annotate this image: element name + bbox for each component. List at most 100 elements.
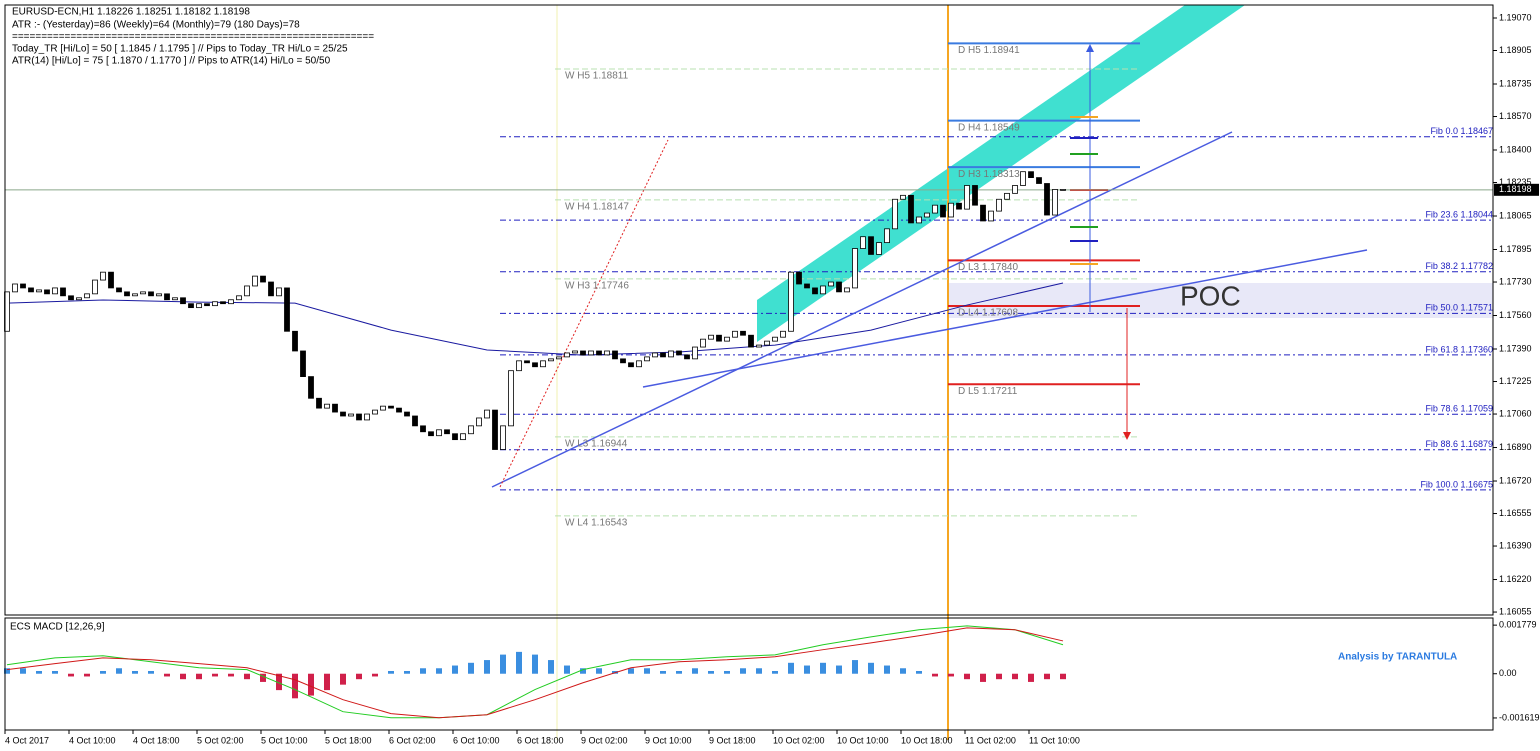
candle xyxy=(460,433,466,441)
weekly-label: W L3 1.16944 xyxy=(565,439,628,450)
y-tick-label: 1.18905 xyxy=(1499,45,1532,55)
candle xyxy=(1052,189,1058,216)
candle xyxy=(908,194,914,224)
candle xyxy=(276,287,282,297)
histogram-bar xyxy=(532,654,538,674)
weekly-label: W H5 1.18811 xyxy=(565,71,629,82)
histogram-bar xyxy=(292,673,298,699)
candle xyxy=(852,248,858,289)
candle xyxy=(636,360,642,368)
candle xyxy=(492,409,498,450)
last-price-label: 1.18198 xyxy=(1499,184,1532,194)
x-tick-label: 11 Oct 02:00 xyxy=(965,735,1016,745)
histogram-bar xyxy=(852,660,858,674)
candle xyxy=(212,301,218,307)
y-tick-label: 1.18735 xyxy=(1499,78,1532,88)
candle xyxy=(580,350,586,356)
candle xyxy=(52,287,58,295)
histogram-bar xyxy=(1028,673,1034,682)
candle xyxy=(348,413,354,417)
histogram-bar xyxy=(52,670,58,674)
candle xyxy=(924,212,930,218)
candle xyxy=(804,283,810,289)
histogram-bar xyxy=(260,673,266,682)
x-tick-label: 6 Oct 02:00 xyxy=(389,735,436,745)
candle xyxy=(188,303,194,309)
candle xyxy=(956,202,962,210)
candle xyxy=(668,350,674,358)
candle xyxy=(900,194,906,200)
x-tick-label: 10 Oct 18:00 xyxy=(901,735,953,745)
candle xyxy=(652,352,658,358)
candle xyxy=(180,297,186,305)
weekly-label: W H4 1.18147 xyxy=(565,202,629,213)
candle xyxy=(92,279,98,295)
candle xyxy=(500,425,506,450)
candle xyxy=(356,413,362,421)
histogram-bar xyxy=(100,670,106,674)
histogram-bar xyxy=(804,665,810,674)
candle xyxy=(660,352,666,358)
histogram-bar xyxy=(244,673,250,680)
candle xyxy=(868,236,874,255)
candle xyxy=(132,293,138,297)
y-tick-label: 0.001779 xyxy=(1499,620,1537,630)
candle xyxy=(524,360,530,364)
candle xyxy=(396,407,402,413)
candle xyxy=(940,204,946,218)
candle xyxy=(1028,171,1034,178)
candle xyxy=(892,198,898,230)
fib-label: Fib 0.0 1.18467 xyxy=(1430,126,1493,136)
candle xyxy=(340,411,346,417)
candle xyxy=(964,185,970,210)
x-tick-label: 11 Oct 10:00 xyxy=(1029,735,1080,745)
fib-label: Fib 100.0 1.16675 xyxy=(1420,479,1493,489)
histogram-bar xyxy=(148,670,154,674)
histogram-bar xyxy=(4,668,10,674)
x-tick-label: 4 Oct 2017 xyxy=(5,735,49,745)
y-tick-label: 1.18570 xyxy=(1499,111,1532,121)
candle xyxy=(932,204,938,214)
candle xyxy=(420,425,426,433)
candle xyxy=(284,287,290,332)
candle xyxy=(788,271,794,332)
candle xyxy=(876,242,882,255)
histogram-bar xyxy=(1012,673,1018,680)
candle xyxy=(444,429,450,435)
credit: Analysis by TARANTULA xyxy=(1338,652,1457,663)
candle xyxy=(156,293,162,297)
candle xyxy=(884,228,890,244)
candle xyxy=(860,236,866,249)
y-tick-label: 1.17390 xyxy=(1499,343,1532,353)
histogram-bar xyxy=(36,670,42,674)
histogram-bar xyxy=(1060,673,1066,680)
histogram-bar xyxy=(964,673,970,680)
candle xyxy=(36,289,42,293)
x-tick-label: 5 Oct 18:00 xyxy=(325,735,372,745)
candle xyxy=(828,281,834,287)
candle xyxy=(700,338,706,348)
y-tick-label: 1.17225 xyxy=(1499,376,1532,386)
histogram-bar xyxy=(372,673,378,677)
histogram-bar xyxy=(580,668,586,674)
candle xyxy=(980,204,986,222)
candle xyxy=(844,287,850,293)
candle xyxy=(220,301,226,305)
histogram-bar xyxy=(308,673,314,696)
candle xyxy=(780,330,786,338)
candle xyxy=(548,358,554,362)
macd-title: ECS MACD [12,26,9] xyxy=(10,622,105,633)
histogram-bar xyxy=(116,668,122,674)
daily-label: D H4 1.18549 xyxy=(958,122,1020,133)
histogram-bar xyxy=(596,668,602,674)
y-tick-label: 1.18400 xyxy=(1499,144,1532,154)
fib-label: Fib 38.2 1.17782 xyxy=(1425,261,1493,271)
candle xyxy=(196,303,202,309)
candle xyxy=(260,275,266,283)
y-tick-label: 1.18065 xyxy=(1499,210,1532,220)
candle xyxy=(1044,183,1050,216)
histogram-bar xyxy=(1044,673,1050,680)
candle xyxy=(1012,185,1018,194)
last-price-box xyxy=(1494,183,1539,196)
histogram-bar xyxy=(932,673,938,677)
